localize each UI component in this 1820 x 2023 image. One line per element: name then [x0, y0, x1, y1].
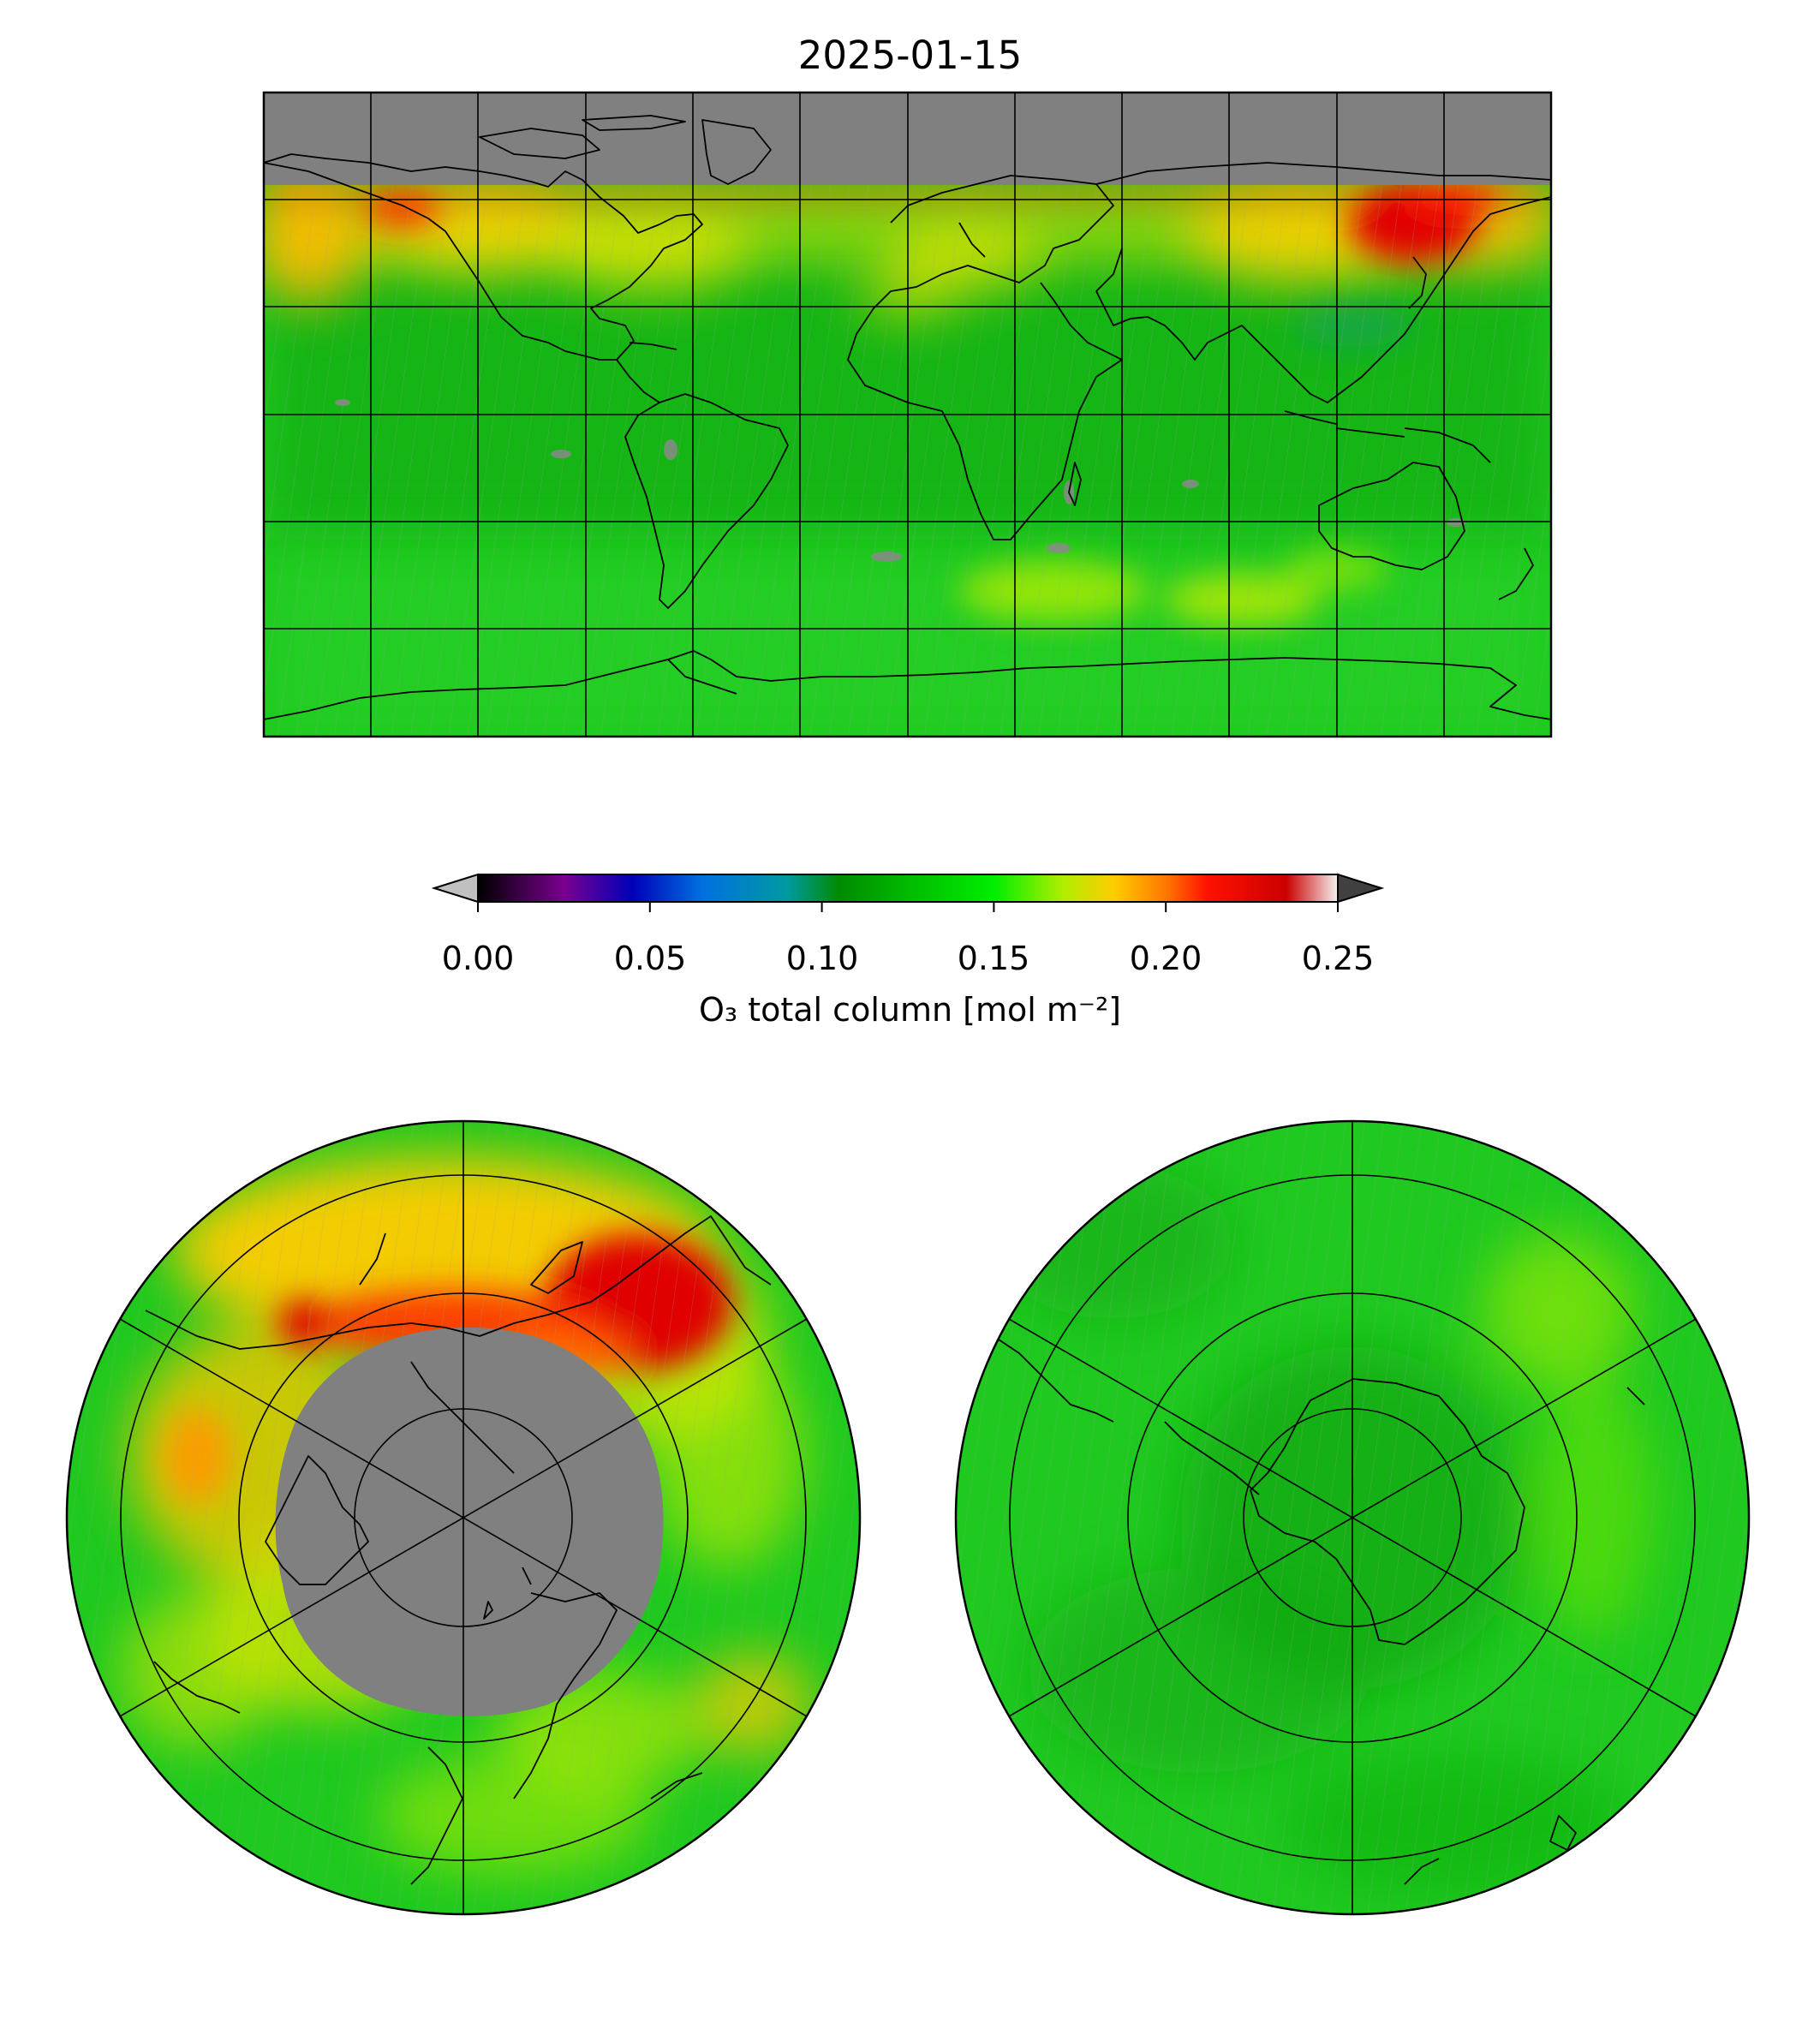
north-polar-frame: [65, 1119, 862, 1916]
north-polar-map: [65, 1119, 862, 1916]
colorbar-tick-label: 0.10: [785, 940, 859, 977]
south-polar-frame: [954, 1119, 1751, 1916]
north-polar-graticule: [119, 1121, 808, 1914]
north-polar-coastlines: [145, 1215, 772, 1885]
south-polar-coastlines: [993, 1335, 1645, 1885]
colorbar-gradient: [477, 874, 1339, 903]
colorbar-tick-label: 0.00: [441, 940, 515, 977]
plot-title: 2025-01-15: [797, 33, 1023, 78]
global-graticule: [264, 92, 1551, 737]
global-coastlines: [264, 115, 1551, 720]
colorbar-tick-label: 0.05: [613, 940, 687, 977]
colorbar-under-extension: [431, 873, 479, 904]
colorbar: [431, 873, 1385, 912]
colorbar-tick-label: 0.25: [1301, 940, 1375, 977]
south-polar-map: [954, 1119, 1751, 1916]
colorbar-tick-label: 0.15: [957, 940, 1030, 977]
colorbar-over-extension: [1337, 873, 1385, 904]
south-polar-graticule: [1008, 1121, 1697, 1914]
colorbar-tick-label: 0.20: [1129, 940, 1202, 977]
colorbar-label: O₃ total column [mol m⁻²]: [698, 991, 1122, 1029]
global-map: [262, 91, 1553, 738]
global-map-frame: [262, 91, 1553, 738]
